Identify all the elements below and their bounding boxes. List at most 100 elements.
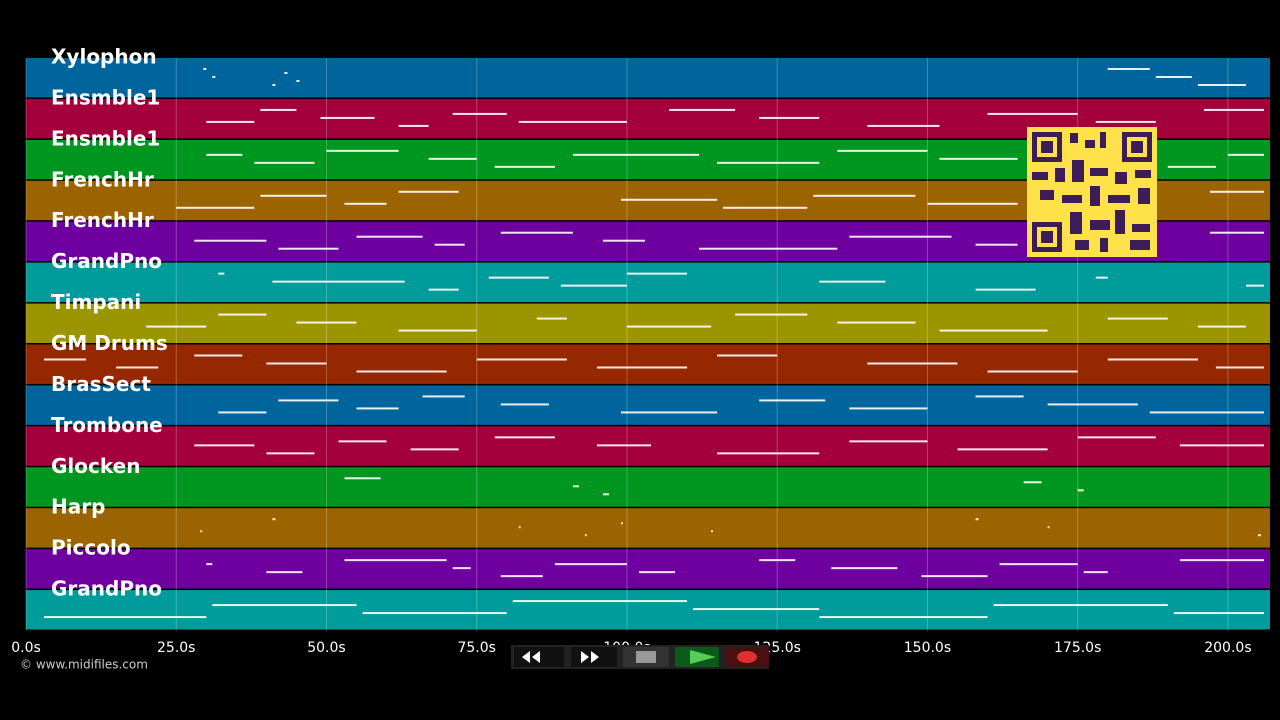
note — [759, 116, 820, 119]
track-name: Harp — [51, 495, 105, 519]
note — [596, 366, 688, 369]
note — [362, 612, 507, 615]
transport-controls — [511, 645, 769, 669]
note — [626, 325, 712, 328]
track-name: Piccolo — [51, 536, 131, 560]
track-lane — [26, 590, 1270, 630]
note — [218, 272, 225, 275]
note — [1107, 317, 1168, 320]
note — [1095, 120, 1156, 123]
track-name: BrasSect — [51, 372, 151, 396]
tick-label: 175.0s — [1054, 640, 1101, 656]
note — [1047, 526, 1050, 529]
stop-button[interactable] — [623, 647, 669, 667]
track-lane — [26, 467, 1270, 507]
track-lane — [26, 549, 1270, 589]
note — [146, 325, 207, 328]
note — [428, 157, 477, 160]
note — [1155, 76, 1192, 78]
note — [939, 329, 1048, 332]
note — [488, 276, 549, 279]
note — [518, 526, 521, 529]
note — [500, 403, 549, 406]
note — [867, 124, 940, 127]
note — [476, 358, 567, 361]
note — [194, 354, 243, 357]
note — [1083, 571, 1108, 574]
note — [975, 395, 1024, 398]
note — [284, 72, 288, 74]
note — [717, 354, 778, 357]
note — [1197, 325, 1246, 328]
note — [266, 452, 315, 455]
note — [296, 321, 357, 324]
note — [1209, 231, 1264, 234]
note — [494, 436, 555, 439]
note — [999, 563, 1078, 566]
note — [1149, 411, 1264, 414]
tick-label: 200.0s — [1204, 640, 1251, 656]
track-name: Xylophon — [51, 45, 157, 69]
note — [194, 444, 255, 447]
note — [819, 280, 886, 283]
note — [849, 440, 928, 443]
note — [927, 202, 1018, 205]
note — [356, 235, 423, 238]
note — [176, 206, 255, 209]
track-lane — [26, 508, 1270, 548]
note — [602, 239, 645, 242]
note — [1209, 190, 1264, 193]
rewind-button[interactable] — [514, 647, 564, 667]
note — [272, 280, 405, 283]
note — [428, 288, 459, 291]
note — [993, 604, 1168, 607]
note — [813, 194, 916, 197]
note — [975, 243, 1018, 246]
note — [398, 190, 459, 193]
note — [278, 247, 339, 250]
track-name: Glocken — [51, 454, 140, 478]
note — [44, 616, 207, 619]
track-labels: Xylophon Ensmble1 Ensmble1 FrenchHr FrenchHr… — [51, 45, 168, 601]
note — [203, 68, 207, 70]
track-lane — [26, 262, 1270, 303]
note — [620, 198, 718, 201]
note — [500, 231, 573, 234]
note — [206, 153, 243, 156]
record-button[interactable] — [725, 647, 769, 667]
track-name: FrenchHr — [51, 208, 154, 232]
track-name: Timpani — [51, 290, 141, 314]
play-button[interactable] — [675, 647, 719, 667]
note — [206, 120, 255, 123]
track-name: GrandPno — [51, 249, 162, 273]
note — [572, 485, 579, 488]
note — [759, 399, 826, 402]
note — [422, 395, 465, 398]
note — [410, 448, 459, 451]
note — [434, 243, 465, 246]
note — [723, 206, 808, 209]
note — [356, 407, 399, 410]
note — [1245, 284, 1264, 287]
note — [957, 448, 1048, 451]
note — [452, 112, 507, 115]
note — [1227, 153, 1264, 156]
note — [849, 407, 928, 410]
note — [699, 247, 838, 250]
note — [975, 288, 1036, 291]
note — [1095, 276, 1108, 279]
note — [356, 370, 447, 373]
note — [717, 452, 820, 455]
note — [200, 530, 203, 533]
note — [711, 530, 713, 533]
note — [212, 604, 357, 607]
note — [596, 444, 652, 447]
note — [1173, 612, 1264, 615]
notes — [44, 68, 1264, 619]
forward-button[interactable] — [571, 647, 617, 667]
note — [626, 272, 688, 275]
note — [1077, 436, 1156, 439]
note — [344, 477, 381, 480]
note — [921, 575, 988, 578]
